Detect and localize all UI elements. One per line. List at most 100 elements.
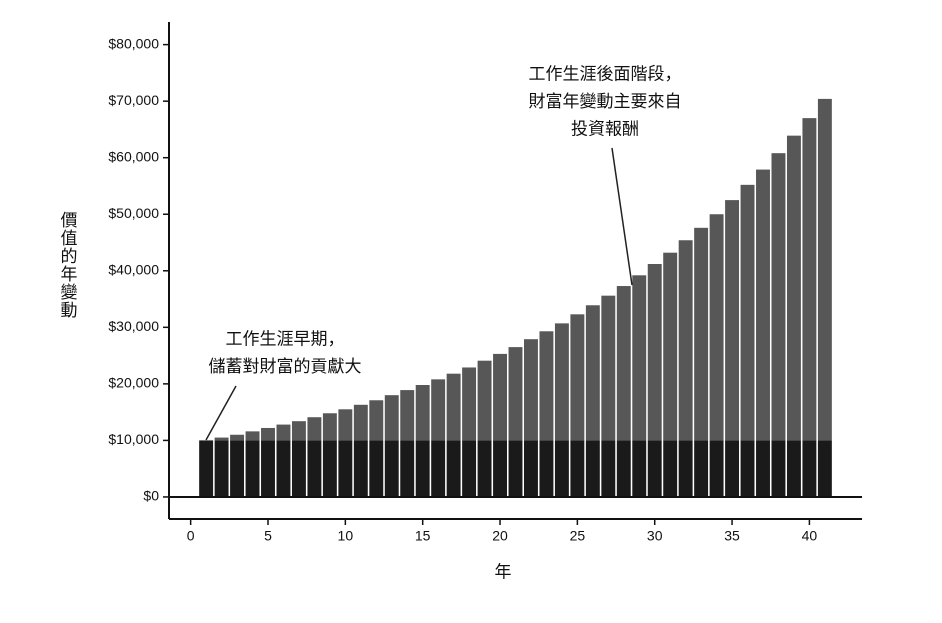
bar (725, 200, 740, 441)
bar (771, 440, 786, 497)
annotation-text: 工作生涯後面階段， (529, 64, 682, 83)
x-tick-label: 20 (492, 528, 508, 544)
bar (632, 440, 647, 497)
y-tick-label: $60,000 (108, 148, 159, 164)
bar (369, 400, 384, 441)
bar (477, 360, 492, 441)
bar (786, 440, 801, 497)
bar (771, 153, 786, 441)
bar (508, 347, 523, 441)
bar (585, 440, 600, 497)
bar (353, 404, 368, 441)
x-axis-label: 年 (495, 562, 512, 581)
bar (694, 440, 709, 497)
bar (616, 440, 631, 497)
y-tick-label: $20,000 (108, 375, 159, 391)
bar (802, 118, 817, 441)
bar (678, 440, 693, 497)
bar (524, 339, 538, 441)
bar (446, 373, 461, 441)
bar (554, 323, 569, 441)
bar (756, 440, 770, 497)
bar (601, 440, 616, 497)
bar (508, 440, 523, 497)
annotation-text: 投資報酬 (571, 119, 639, 138)
bar (291, 440, 306, 497)
bar (663, 440, 678, 497)
bar (400, 390, 415, 441)
bar (369, 440, 384, 497)
x-tick-label: 25 (570, 528, 586, 544)
y-tick-label: $80,000 (108, 35, 159, 51)
bar (570, 440, 585, 497)
bar (817, 440, 832, 497)
x-tick-label: 5 (264, 528, 272, 544)
bar (740, 440, 755, 497)
bar (322, 440, 337, 497)
bar (307, 417, 322, 441)
x-tick-label: 40 (802, 528, 818, 544)
bar (524, 440, 538, 497)
annotation-arrow (205, 385, 237, 441)
bar (291, 421, 306, 441)
bar (694, 227, 709, 441)
bar (322, 413, 337, 441)
y-tick-label: $10,000 (108, 431, 159, 447)
y-tick-label: $0 (143, 488, 159, 504)
bar (261, 427, 275, 441)
bar (431, 440, 446, 497)
bar (616, 286, 631, 441)
bar (307, 440, 322, 497)
x-tick-label: 30 (647, 528, 663, 544)
bar (230, 440, 245, 497)
bar (725, 440, 740, 497)
bar (431, 379, 446, 441)
bar (446, 440, 461, 497)
bar (261, 440, 275, 497)
bar (554, 440, 569, 497)
annotation-arrow (611, 147, 633, 286)
bar (353, 440, 368, 497)
annotation-text: 儲蓄對財富的貢獻大 (209, 357, 362, 376)
bar (245, 431, 260, 441)
bar (756, 169, 770, 441)
bar (585, 305, 600, 441)
annotation-text: 工作生涯早期， (226, 329, 345, 348)
bar (493, 353, 507, 441)
bar (384, 395, 399, 441)
y-tick-label: $40,000 (108, 261, 159, 277)
bar (338, 409, 353, 441)
bar (276, 424, 291, 441)
y-axis-label: 價值的年變動 (58, 211, 78, 319)
bar (740, 184, 755, 441)
bar (647, 263, 662, 441)
annotation-text: 財富年變動主要來自 (529, 92, 682, 111)
x-tick-label: 10 (338, 528, 354, 544)
bar (570, 314, 585, 441)
bar (462, 440, 477, 497)
bar (802, 440, 817, 497)
y-tick-label: $50,000 (108, 205, 159, 221)
bar (493, 440, 507, 497)
bar (709, 440, 724, 497)
bar (477, 440, 492, 497)
x-tick-label: 15 (415, 528, 431, 544)
bar (276, 440, 291, 497)
bar (245, 440, 260, 497)
bar (647, 440, 662, 497)
bar (539, 440, 554, 497)
bar (415, 384, 430, 441)
bar (230, 434, 245, 441)
bar (539, 331, 554, 441)
bar (338, 440, 353, 497)
bar (786, 135, 801, 441)
y-tick-label: $70,000 (108, 92, 159, 108)
bar (400, 440, 415, 497)
bar (462, 367, 477, 441)
bar (199, 440, 214, 497)
bar (817, 98, 832, 441)
bar (709, 214, 724, 441)
bar (663, 252, 678, 441)
bar (678, 240, 693, 441)
